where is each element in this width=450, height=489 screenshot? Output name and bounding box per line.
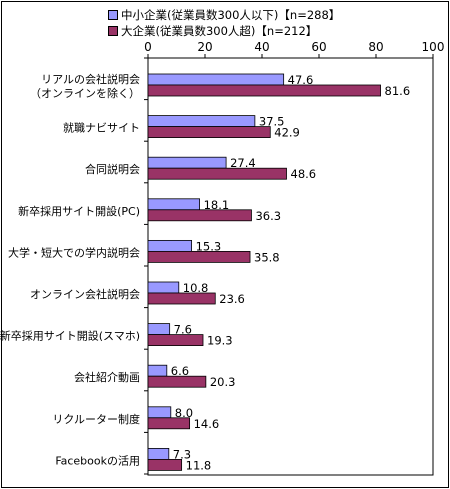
category-label: 会社紹介動画 bbox=[74, 370, 140, 384]
category-label: 就職ナビサイト bbox=[63, 121, 140, 135]
category-label: リアルの会社説明会 bbox=[41, 72, 140, 86]
category-label: Facebookの活用 bbox=[55, 454, 140, 467]
bar-sme bbox=[147, 156, 227, 169]
category-label: リクルーター制度 bbox=[52, 412, 140, 426]
bar-sme bbox=[147, 406, 172, 419]
category-label: 合同説明会 bbox=[85, 162, 140, 176]
x-tick-label: 0 bbox=[144, 40, 152, 54]
data-label-sme: 7.6 bbox=[174, 323, 192, 337]
x-tick-label: 20 bbox=[197, 40, 212, 54]
legend: 中小企業(従業員数300人以下)【n=288】 大企業(従業員数300人超)【n… bbox=[108, 7, 340, 39]
bar-large bbox=[147, 292, 216, 305]
data-label-sme: 8.0 bbox=[175, 406, 193, 420]
data-label-large: 11.8 bbox=[186, 458, 212, 472]
data-label-sme: 6.6 bbox=[171, 364, 189, 378]
legend-item-large: 大企業(従業員数300人超)【n=212】 bbox=[108, 23, 340, 39]
data-label-large: 81.6 bbox=[385, 84, 411, 98]
bar-large bbox=[147, 209, 252, 222]
data-label-large: 14.6 bbox=[194, 417, 220, 431]
category-label: 大学・短大での学内説明会 bbox=[8, 245, 140, 259]
x-tick-label: 100 bbox=[422, 40, 445, 54]
category-label: 新卒採用サイト開設(スマホ) bbox=[0, 329, 140, 343]
data-label-large: 19.3 bbox=[207, 334, 233, 348]
data-label-sme: 47.6 bbox=[288, 73, 314, 87]
data-label-large: 42.9 bbox=[274, 126, 300, 140]
data-label-sme: 27.4 bbox=[230, 156, 256, 170]
bar-sme bbox=[147, 447, 170, 460]
bar-large bbox=[147, 458, 183, 471]
category-label-line2: （オンラインを除く） bbox=[30, 86, 140, 100]
bar-sme bbox=[147, 198, 200, 211]
data-label-large: 35.8 bbox=[254, 250, 280, 264]
data-label-sme: 15.3 bbox=[196, 239, 222, 253]
bar-sme bbox=[147, 239, 193, 252]
bar-large bbox=[147, 417, 191, 430]
bar-sme bbox=[147, 281, 180, 294]
data-label-large: 36.3 bbox=[255, 209, 281, 223]
x-tick-label: 60 bbox=[311, 40, 326, 54]
data-label-sme: 18.1 bbox=[204, 198, 230, 212]
bar-sme bbox=[147, 115, 256, 127]
legend-swatch-sme bbox=[108, 10, 118, 20]
data-label-sme: 37.5 bbox=[259, 115, 285, 129]
bar-large bbox=[147, 167, 287, 180]
bar-large bbox=[147, 334, 204, 347]
data-label-sme: 7.3 bbox=[173, 447, 191, 461]
data-label-large: 48.6 bbox=[291, 167, 317, 181]
category-label: 新卒採用サイト開設(PC) bbox=[18, 204, 140, 218]
bar-sme bbox=[147, 323, 171, 336]
category-label: オンライン会社説明会 bbox=[30, 287, 140, 301]
data-label-large: 23.6 bbox=[219, 292, 245, 306]
legend-item-sme: 中小企業(従業員数300人以下)【n=288】 bbox=[108, 7, 340, 23]
x-tick-label: 40 bbox=[254, 40, 269, 54]
bar-large bbox=[147, 126, 271, 138]
bar-large bbox=[147, 84, 381, 97]
data-label-large: 20.3 bbox=[210, 375, 236, 389]
data-label-sme: 10.8 bbox=[183, 281, 209, 295]
legend-label-large: 大企業(従業員数300人超)【n=212】 bbox=[121, 24, 318, 38]
bar-large bbox=[147, 375, 207, 388]
legend-swatch-large bbox=[108, 26, 118, 36]
bar-large bbox=[147, 250, 251, 263]
x-tick-label: 80 bbox=[368, 40, 383, 54]
bar-sme bbox=[147, 73, 285, 86]
bar-sme bbox=[147, 364, 168, 377]
legend-label-sme: 中小企業(従業員数300人以下)【n=288】 bbox=[121, 8, 341, 22]
